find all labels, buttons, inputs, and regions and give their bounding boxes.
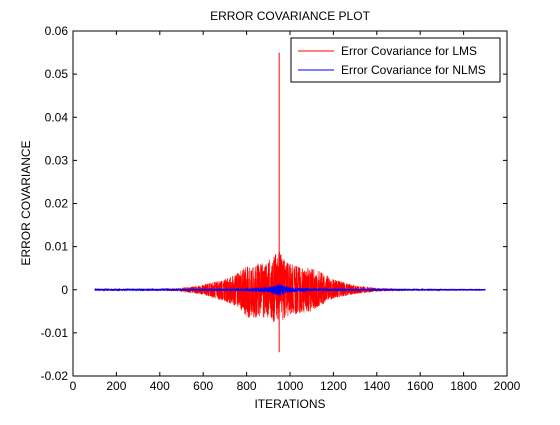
x-tick-label: 1200: [320, 379, 347, 393]
y-tick-label: 0.02: [45, 197, 69, 211]
y-tick-label: 0.04: [45, 110, 69, 124]
ticks-layer: 0 200 400 600 800 1000 1200 1400 1600 1800 2000 -0.…: [41, 24, 521, 393]
series-layer: [94, 52, 486, 353]
y-tick-label: -0.02: [41, 369, 69, 383]
legend-label-lms: Error Covariance for LMS: [341, 44, 477, 58]
legend-box: [290, 37, 501, 83]
x-tick-label: 1600: [407, 379, 434, 393]
x-tick-label: 0: [70, 379, 77, 393]
x-tick-label: 1400: [363, 379, 390, 393]
x-tick-label: 400: [150, 379, 170, 393]
chart-title: ERROR COVARIANCE PLOT: [210, 9, 370, 23]
y-tick-label: 0.03: [45, 153, 69, 167]
x-tick-label: 1000: [277, 379, 304, 393]
legend: Error Covariance for LMS Error Covarianc…: [290, 37, 501, 83]
x-tick-label: 800: [237, 379, 257, 393]
y-tick-label: 0.05: [45, 67, 69, 81]
y-tick-label: 0.01: [45, 240, 69, 254]
x-axis-label: ITERATIONS: [254, 397, 325, 411]
x-tick-label: 600: [193, 379, 213, 393]
x-tick-label: 1800: [450, 379, 477, 393]
series-nlms: [94, 284, 486, 296]
x-tick-label: 200: [106, 379, 126, 393]
legend-label-nlms: Error Covariance for NLMS: [341, 63, 486, 77]
y-tick-label: -0.01: [41, 326, 69, 340]
y-axis-label: ERROR COVARIANCE: [19, 140, 33, 265]
plot-area: [73, 31, 507, 376]
y-tick-label: 0: [61, 283, 68, 297]
x-tick-label: 2000: [494, 379, 521, 393]
y-tick-label: 0.06: [45, 24, 69, 38]
